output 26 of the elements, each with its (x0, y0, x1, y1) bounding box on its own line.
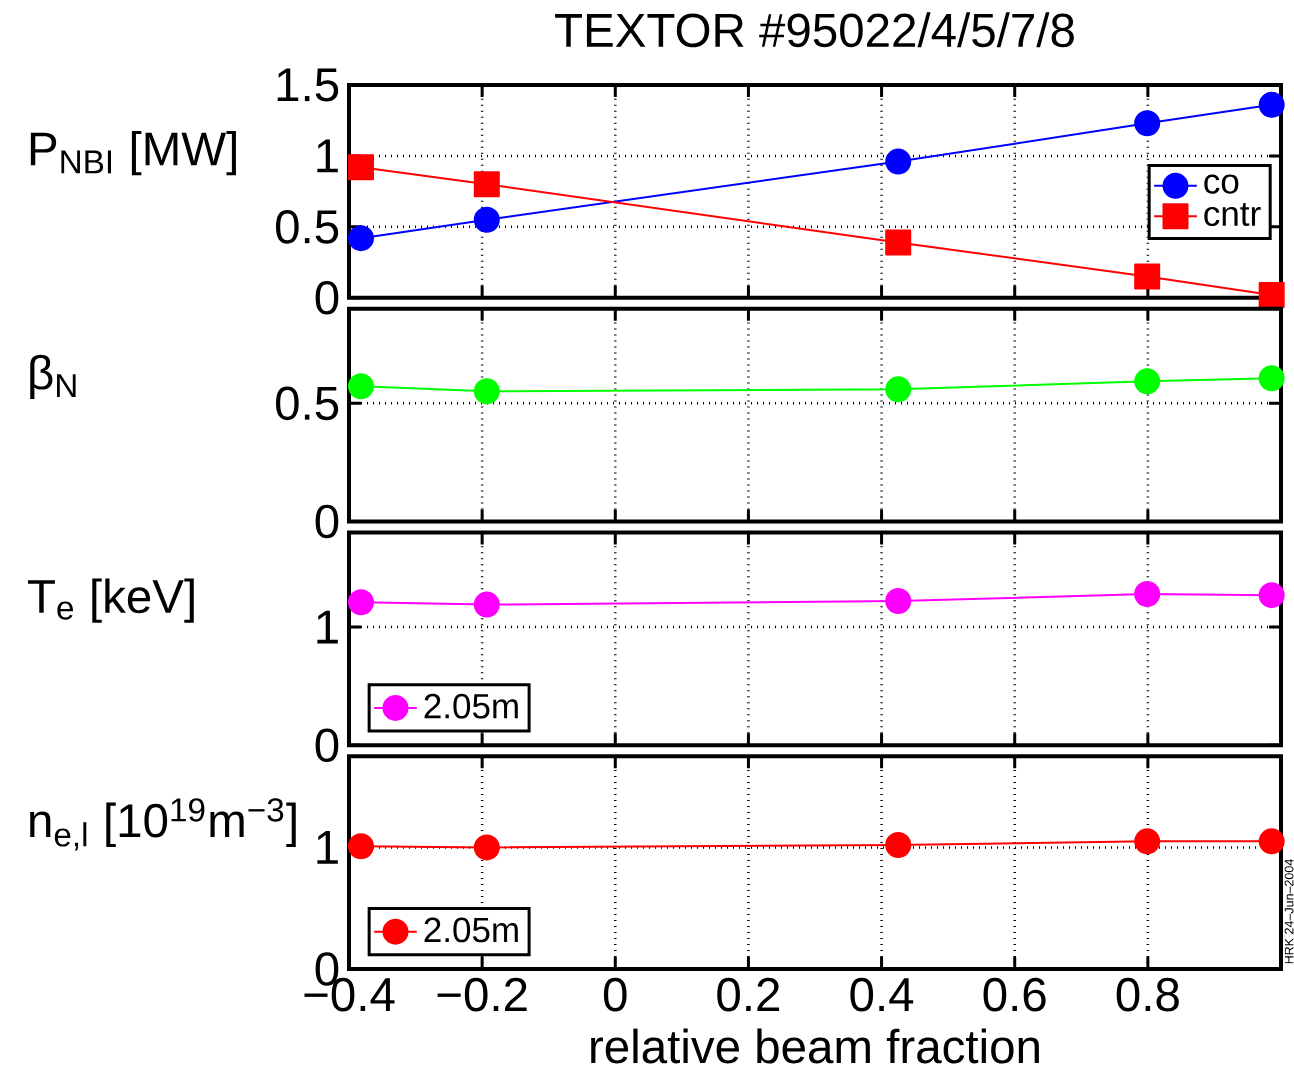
y-tick-label: 1.5 (277, 68, 339, 102)
y-tick-label: 1 (317, 610, 338, 644)
y-axis-title: T$_{e}$ [keV] (28, 578, 194, 623)
y-tick-label: 0 (315, 280, 339, 315)
chart-title: TEXTOR #95022/4/5/7/8 (555, 12, 1074, 48)
legend-label: 2.05m (424, 917, 518, 943)
legend-label: co (1204, 174, 1239, 194)
x-axis-title: relative beam fraction (591, 1028, 1039, 1064)
y-axis-title: n$_{e,l}$ [10$^{19}$m$^{−3}$] (30, 798, 296, 851)
legend-label: 2.05m (424, 693, 518, 719)
y-tick-label: 0 (315, 728, 339, 763)
y-tick-label: 0 (315, 504, 339, 539)
y-axis-title: P$_{NBI}$ [MW] (30, 130, 236, 176)
y-tick-label: 1 (317, 139, 338, 173)
x-tick-label: 0.2 (717, 977, 780, 1012)
legend-label: cntr (1204, 203, 1261, 227)
y-tick-label: 0.5 (275, 386, 339, 421)
y-tick-label: 0.5 (275, 210, 339, 244)
y-axis-title: β$_{N}$ (30, 354, 76, 399)
x-tick-label: −0.2 (437, 977, 527, 1012)
text: HRK 24–Jun–2004 (1284, 859, 1294, 964)
x-tick-label: 0.4 (850, 977, 914, 1012)
x-tick-label: 0.6 (983, 977, 1046, 1012)
x-tick-label: 0.8 (1116, 977, 1179, 1012)
x-tick-label: 0 (603, 977, 627, 1012)
y-tick-label: 1 (317, 831, 338, 864)
